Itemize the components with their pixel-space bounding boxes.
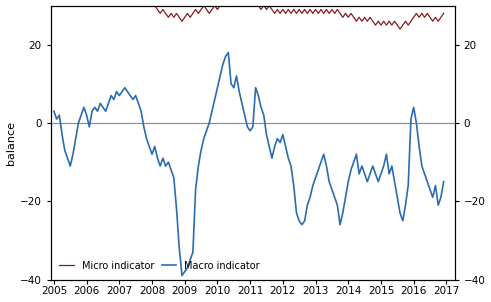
Micro indicator <box>373 23 379 27</box>
Macro indicator <box>375 180 381 184</box>
Micro indicator <box>397 27 403 31</box>
Macro indicator <box>225 51 231 54</box>
Micro indicator <box>174 11 180 15</box>
Macro indicator <box>51 109 57 113</box>
Macro indicator <box>179 274 185 278</box>
Micro indicator <box>331 11 337 15</box>
Macro indicator <box>171 176 177 180</box>
Macro indicator <box>334 203 340 207</box>
Macro indicator <box>108 94 114 97</box>
Legend: Micro indicator, Macro indicator: Micro indicator, Macro indicator <box>55 257 264 275</box>
Macro indicator <box>441 180 447 184</box>
Macro indicator <box>370 164 376 168</box>
Micro indicator <box>367 15 373 19</box>
Line: Micro indicator: Micro indicator <box>54 0 444 29</box>
Micro indicator <box>441 11 447 15</box>
Y-axis label: balance: balance <box>5 120 16 165</box>
Macro indicator <box>78 113 84 117</box>
Line: Macro indicator: Macro indicator <box>54 53 444 276</box>
